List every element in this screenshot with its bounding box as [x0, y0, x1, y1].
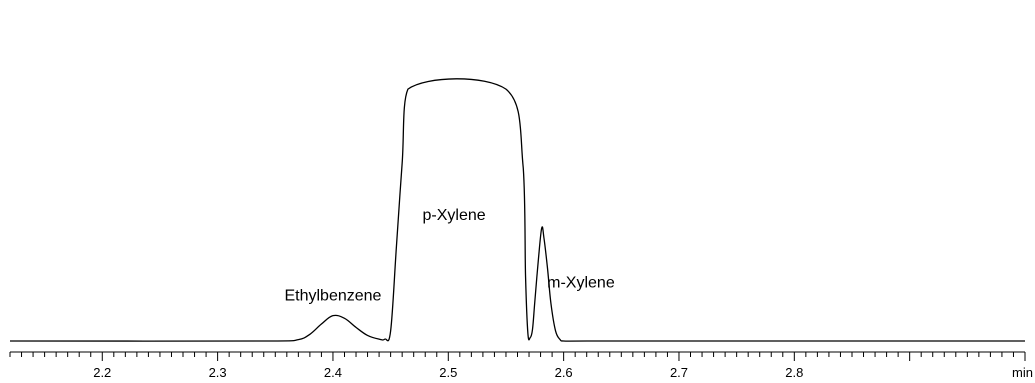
- x-tick-label: 2.8: [785, 365, 803, 380]
- x-tick-label: 2.5: [439, 365, 457, 380]
- peak-label: m-Xylene: [547, 274, 615, 291]
- x-tick-label: 2.7: [670, 365, 688, 380]
- x-tick-label: 2.6: [555, 365, 573, 380]
- peak-annotations: Ethylbenzene p-Xylene m-Xylene: [284, 207, 614, 305]
- peak-label: Ethylbenzene: [284, 288, 381, 305]
- x-axis: 2.2 2.3 2.4 2.5 2.6 2.7 2.8 min: [9, 351, 1033, 380]
- x-tick-label: 2.4: [324, 365, 342, 380]
- x-axis-ticks: [9, 352, 1026, 361]
- x-tick-label: 2.2: [93, 365, 111, 380]
- peak-label: p-Xylene: [422, 207, 485, 224]
- x-axis-tick-labels: 2.2 2.3 2.4 2.5 2.6 2.7 2.8: [93, 365, 803, 380]
- x-axis-unit-label: min: [1012, 365, 1033, 380]
- x-tick-label: 2.3: [209, 365, 227, 380]
- series-line: [9, 78, 1025, 342]
- plot-area: [9, 78, 1025, 342]
